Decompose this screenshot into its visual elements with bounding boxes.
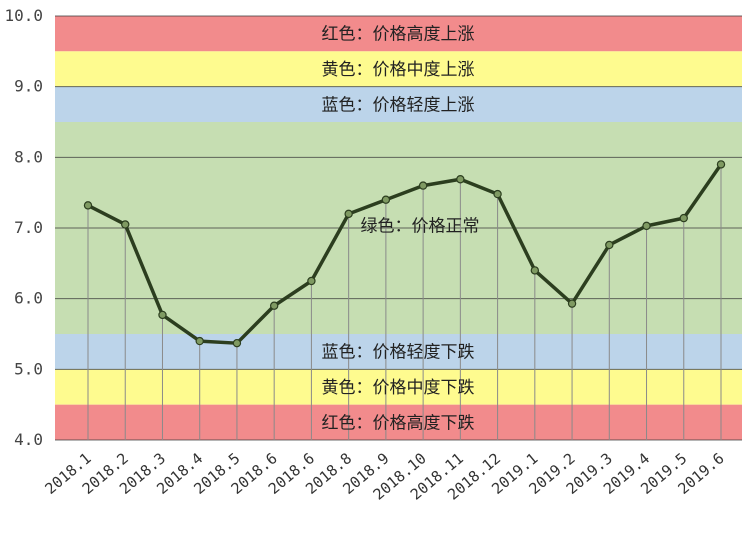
drop-lines — [87, 164, 722, 440]
y-tick-label-5: 9.0 — [14, 77, 43, 96]
data-point-14 — [605, 240, 614, 250]
data-point-11 — [493, 189, 502, 199]
band-label-6: 红色：价格高度下跌 — [322, 413, 475, 433]
y-tick-label-2: 6.0 — [14, 289, 43, 308]
band-red-0 — [55, 16, 742, 52]
data-point-17 — [716, 160, 726, 169]
data-point-6 — [307, 276, 316, 286]
band-label-2: 蓝色：价格轻度上涨 — [322, 95, 475, 115]
data-point-0 — [83, 201, 93, 210]
band-yellow-5 — [55, 369, 742, 405]
data-point-7 — [344, 209, 353, 219]
y-tick-label-4: 8.0 — [14, 147, 43, 166]
y-axis: 4.0 5.0 6.0 7.0 8.0 9.0 10.0 — [4, 6, 43, 449]
price-series — [83, 160, 726, 348]
y-tick-label-6: 10.0 — [4, 6, 43, 25]
data-point-15 — [642, 221, 651, 231]
gridlines — [55, 15, 742, 441]
band-blue-4 — [55, 334, 742, 370]
data-point-8 — [381, 195, 391, 204]
y-tick-label-3: 7.0 — [14, 218, 43, 237]
band-label-5: 黄色：价格中度下跌 — [322, 378, 475, 398]
band-label-1: 黄色：价格中度上涨 — [322, 60, 475, 80]
band-red-6 — [55, 404, 742, 440]
band-label-0: 红色：价格高度上涨 — [322, 25, 475, 45]
band-labels: 红色：价格高度上涨黄色：价格中度上涨蓝色：价格轻度上涨绿色：价格正常蓝色：价格轻… — [322, 25, 480, 434]
band-blue-2 — [55, 86, 742, 122]
band-yellow-1 — [55, 51, 742, 87]
y-tick-label-0: 4.0 — [14, 430, 43, 449]
band-label-3: 绿色：价格正常 — [361, 217, 480, 237]
data-point-9 — [418, 181, 428, 190]
data-point-5 — [269, 301, 279, 310]
data-point-12 — [530, 266, 540, 275]
y-tick-label-1: 5.0 — [14, 359, 43, 378]
band-label-4: 蓝色：价格轻度下跌 — [322, 343, 475, 363]
data-point-10 — [456, 175, 465, 184]
series-line — [86, 162, 723, 345]
data-point-13 — [567, 299, 577, 308]
data-point-2 — [158, 310, 167, 320]
data-point-3 — [195, 336, 204, 346]
data-point-4 — [232, 338, 242, 348]
data-point-16 — [679, 213, 688, 223]
data-point-1 — [121, 220, 130, 229]
x-axis: 2018.12018.22018.32018.42018.52018.62018… — [41, 449, 727, 503]
